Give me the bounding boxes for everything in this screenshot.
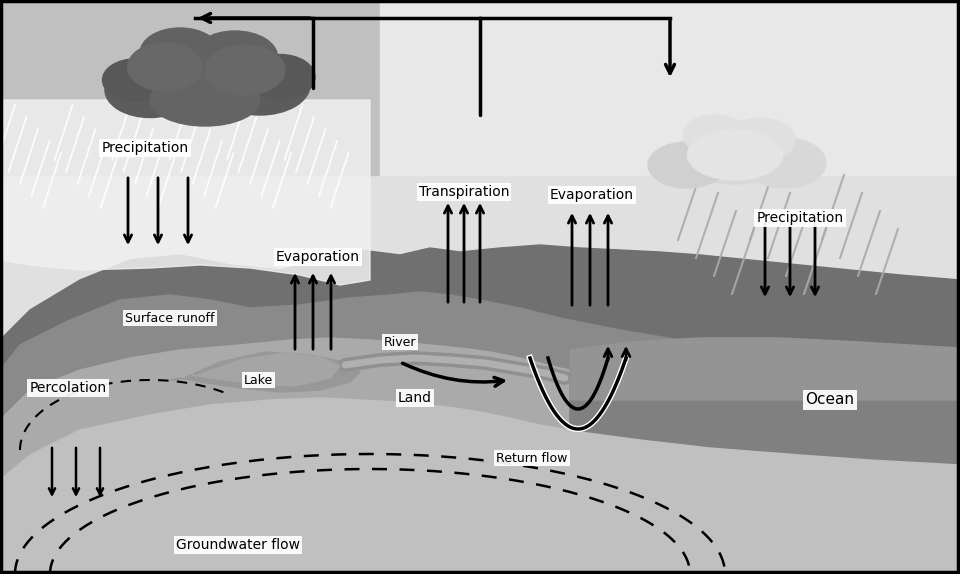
Polygon shape	[192, 353, 340, 386]
Ellipse shape	[648, 142, 726, 188]
Polygon shape	[0, 100, 370, 285]
Ellipse shape	[210, 55, 310, 115]
Polygon shape	[0, 398, 960, 574]
Text: Transpiration: Transpiration	[419, 185, 509, 199]
Text: Evaporation: Evaporation	[550, 188, 634, 202]
Ellipse shape	[105, 63, 195, 118]
Ellipse shape	[150, 74, 260, 126]
Ellipse shape	[140, 28, 220, 78]
Ellipse shape	[193, 31, 277, 83]
Ellipse shape	[140, 37, 270, 113]
Text: Precipitation: Precipitation	[102, 141, 188, 155]
Text: River: River	[384, 335, 417, 348]
Ellipse shape	[245, 55, 315, 99]
Text: Lake: Lake	[244, 374, 273, 386]
Polygon shape	[0, 338, 960, 574]
Polygon shape	[0, 245, 960, 574]
Ellipse shape	[680, 126, 790, 184]
Bar	[380, 0, 960, 175]
Ellipse shape	[103, 59, 167, 101]
Polygon shape	[570, 340, 960, 574]
Polygon shape	[0, 292, 960, 574]
Text: Precipitation: Precipitation	[756, 211, 844, 225]
Text: Return flow: Return flow	[496, 452, 567, 464]
Text: Percolation: Percolation	[30, 381, 107, 395]
Text: Groundwater flow: Groundwater flow	[176, 538, 300, 552]
Text: Ocean: Ocean	[805, 393, 854, 408]
Text: Surface runoff: Surface runoff	[125, 312, 215, 324]
Ellipse shape	[205, 45, 285, 95]
Polygon shape	[570, 338, 960, 400]
Ellipse shape	[687, 130, 782, 180]
Text: Evaporation: Evaporation	[276, 250, 360, 264]
Bar	[570, 355, 960, 574]
Ellipse shape	[744, 138, 826, 188]
Ellipse shape	[128, 43, 203, 91]
Ellipse shape	[683, 115, 747, 155]
Text: Land: Land	[398, 391, 432, 405]
Ellipse shape	[725, 118, 795, 162]
Bar	[0, 0, 380, 175]
Polygon shape	[170, 352, 360, 392]
